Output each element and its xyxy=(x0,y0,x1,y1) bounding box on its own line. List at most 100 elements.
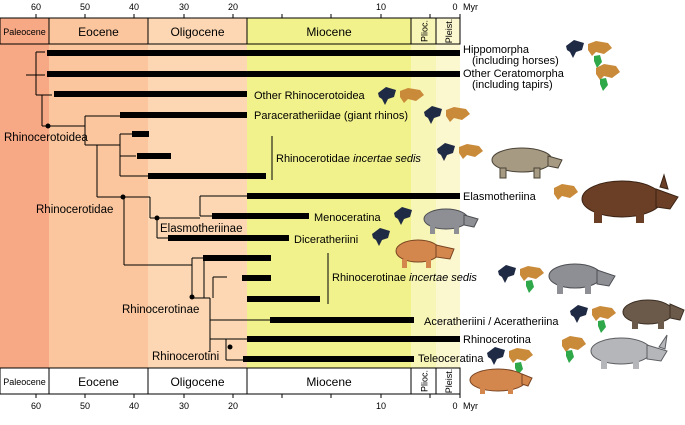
bar-hippomorpha xyxy=(47,50,460,56)
branch-rhinocerotini xyxy=(209,298,270,361)
tick-60: 60 xyxy=(31,2,41,12)
epoch-eocene: Eocene xyxy=(78,25,119,39)
clade-rhinocerotidae: Rhinocerotidae xyxy=(36,204,113,216)
epoch-oligocene: Oligocene xyxy=(170,25,224,39)
clade-rhinocerotini: Rhinocerotini xyxy=(152,351,219,363)
epoch-header-bottom: Paleocene Eocene Oligocene Miocene Plioc… xyxy=(0,367,478,411)
epoch-pliocene: Plioc. xyxy=(420,20,430,42)
top-axis: 60 50 40 30 20 10 0 Myr xyxy=(0,2,478,19)
incertae-brackets xyxy=(271,136,329,304)
rhino-icon-menoceratina xyxy=(423,208,479,234)
rhino-icon-aceratheriini xyxy=(622,299,685,329)
tick-20-bottom: 20 xyxy=(228,401,238,411)
label-elasmotheriina: Elasmotheriina xyxy=(463,191,537,203)
map-icon-aceratheriini xyxy=(570,305,616,333)
tick-40: 40 xyxy=(129,2,139,12)
map-icon-hippomorpha xyxy=(566,40,612,68)
bar-teleoceratina xyxy=(243,356,414,362)
tick-60-bottom: 60 xyxy=(31,401,41,411)
tick-30: 30 xyxy=(179,2,189,12)
branch-rhinocerotinae-sub xyxy=(212,276,227,298)
tick-50-bottom: 50 xyxy=(80,401,90,411)
map-icon-rhinocerotina xyxy=(562,336,586,363)
tick-50: 50 xyxy=(80,2,90,12)
epoch-miocene: Miocene xyxy=(306,25,352,39)
node-rhinocerotinae xyxy=(189,294,195,300)
label-other-rhinocerotoidea: Other Rhinocerotoidea xyxy=(254,90,366,102)
band-paleocene xyxy=(0,18,49,368)
axis-unit-bottom: Myr xyxy=(463,401,478,411)
node-rhinocerotidae xyxy=(120,194,126,200)
bar-ceratomorpha xyxy=(47,71,460,77)
tick-0: 0 xyxy=(452,2,457,12)
epoch-paleocene: Paleocene xyxy=(3,27,46,37)
map-icon-paraceratheriidae xyxy=(424,106,470,124)
axis-unit: Myr xyxy=(463,2,478,12)
bar-paraceratheriidae xyxy=(120,112,247,118)
node-elasmotheriinae xyxy=(154,215,160,221)
branch-rhino-lower xyxy=(84,115,120,146)
rhino-icon-rhinocerotidae-is xyxy=(491,147,563,179)
tick-10-bottom: 10 xyxy=(376,401,386,411)
epoch-paleocene-bottom: Paleocene xyxy=(3,377,46,387)
epoch-pleistocene-bottom: Pleist. xyxy=(444,369,454,394)
node-rhinocerotoidea xyxy=(45,123,51,129)
map-icon-elasmotheriina xyxy=(554,184,578,200)
epoch-pleistocene: Pleist. xyxy=(444,19,454,44)
bar-other-rhinocerotoidea xyxy=(54,91,247,97)
bar-elasmotheriina xyxy=(247,193,460,199)
bar-rhino-is-3 xyxy=(148,173,266,179)
rhino-icon-diceratheriini xyxy=(395,239,455,268)
map-icon-rhinocerotinae-is xyxy=(498,265,544,293)
map-icon-other-rhinocerotoidea xyxy=(378,87,424,105)
epoch-miocene-bottom: Miocene xyxy=(306,375,352,389)
tick-10: 10 xyxy=(376,2,386,12)
bar-menoceratina xyxy=(212,213,309,219)
label-teleoceratina: Teleoceratina xyxy=(418,353,484,365)
epoch-oligocene-bottom: Oligocene xyxy=(170,375,224,389)
branch-root xyxy=(26,51,45,96)
bar-rhinocerotina xyxy=(247,336,460,342)
bar-rhino-is-1 xyxy=(132,131,149,137)
branch-rhinocerotinae xyxy=(191,257,210,299)
clade-rhinocerotoidea: Rhinocerotoidea xyxy=(4,132,88,144)
epoch-pliocene-bottom: Plioc. xyxy=(420,370,430,392)
tick-40-bottom: 40 xyxy=(129,401,139,411)
bar-rhinocerotinae-is-2 xyxy=(242,275,271,281)
branch-elasmotheriinae xyxy=(149,197,200,239)
map-icon-ceratomorpha xyxy=(596,64,620,91)
label-menoceratina: Menoceratina xyxy=(314,212,382,224)
tick-0-bottom: 0 xyxy=(452,401,457,411)
epoch-eocene-bottom: Eocene xyxy=(78,375,119,389)
label-hippomorpha-sub: (including horses) xyxy=(472,55,559,67)
bar-diceratheriini xyxy=(168,235,289,241)
epoch-header-top: Paleocene Eocene Oligocene Miocene Plioc… xyxy=(0,17,461,45)
map-icon-rhinocerotidae-is xyxy=(437,143,483,161)
branch-rhinocerotidae xyxy=(96,144,124,198)
label-rhinocerotidae-is: Rhinocerotidae incertae sedis xyxy=(276,153,421,165)
label-rhinocerotina: Rhinocerotina xyxy=(463,334,532,346)
clade-elasmotheriinae: Elasmotheriinae xyxy=(160,223,242,235)
map-icon-diceratheriini xyxy=(372,228,390,246)
rhino-illustrations xyxy=(395,147,685,394)
tree-branches xyxy=(26,51,270,361)
label-paraceratheriidae: Paraceratheriidae (giant rhinos) xyxy=(254,110,408,122)
map-icon-menoceratina xyxy=(394,207,412,225)
tick-30-bottom: 30 xyxy=(179,401,189,411)
branch-elasmo-menoc xyxy=(199,195,247,217)
range-bars xyxy=(47,50,460,362)
bar-aceratheriini xyxy=(270,317,414,323)
rhino-icon-rhinocerotinae-is xyxy=(548,263,616,294)
tick-20: 20 xyxy=(228,2,238,12)
node-rhinocerotini xyxy=(227,344,233,350)
label-rhinocerotinae-is: Rhinocerotinae incertae sedis xyxy=(332,272,477,284)
branch-lower-split xyxy=(123,196,192,266)
bar-rhinocerotinae-is-3 xyxy=(247,296,320,302)
distribution-map-icons xyxy=(372,40,620,375)
rhino-icon-elasmotheriina xyxy=(581,173,679,223)
bar-rhino-is-2 xyxy=(137,153,171,159)
rhino-icon-teleoceratina xyxy=(469,368,533,394)
label-diceratheriini: Diceratheriini xyxy=(294,234,358,246)
